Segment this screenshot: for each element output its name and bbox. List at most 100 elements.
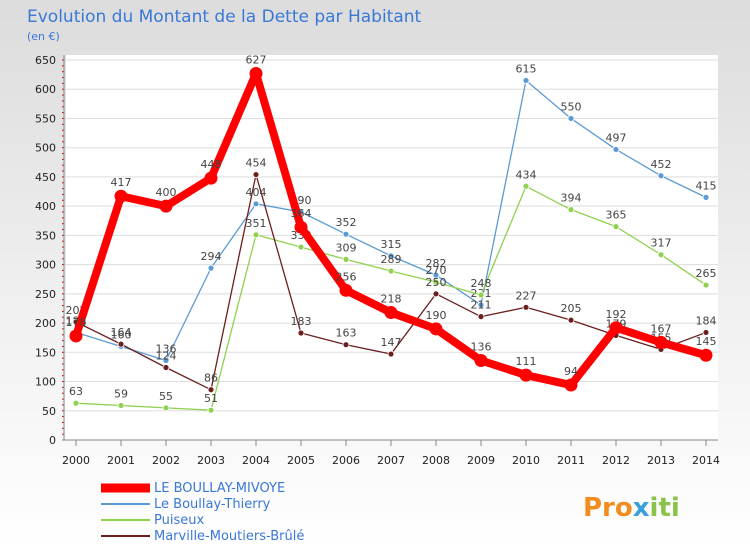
- data-label: 351: [246, 217, 267, 230]
- data-point: [297, 243, 305, 251]
- legend-item: Le Boullay-Thierry: [101, 497, 271, 512]
- data-label: 164: [111, 326, 132, 339]
- svg-text:Proxiti: Proxiti: [583, 493, 680, 523]
- data-label: 627: [246, 53, 267, 66]
- data-point: [567, 316, 575, 324]
- data-label: 270: [426, 264, 447, 277]
- legend-item: Marville-Moutiers-Brûlé: [101, 529, 304, 544]
- x-tick-label: 2002: [152, 454, 180, 467]
- legend-item: LE BOULLAY-MIVOYE: [101, 481, 285, 496]
- x-tick-label: 2007: [377, 454, 405, 467]
- data-label: 364: [291, 207, 312, 220]
- y-tick-label: 50: [42, 405, 56, 418]
- data-point: [339, 283, 353, 297]
- data-point: [252, 231, 260, 239]
- data-point: [477, 301, 485, 309]
- data-label: 124: [156, 350, 177, 363]
- y-tick-label: 100: [35, 376, 56, 389]
- data-label: 63: [69, 385, 83, 398]
- x-tick-label: 2001: [107, 454, 135, 467]
- data-point: [474, 353, 488, 367]
- x-tick-label: 2012: [602, 454, 630, 467]
- data-point: [477, 291, 485, 299]
- data-point: [117, 340, 125, 348]
- data-label: 145: [696, 335, 717, 348]
- data-label: 163: [336, 327, 357, 340]
- data-label: 205: [561, 302, 582, 315]
- legend-item: Puiseux: [101, 513, 204, 528]
- x-tick-label: 2006: [332, 454, 360, 467]
- data-point: [702, 193, 710, 201]
- data-point: [432, 271, 440, 279]
- data-label: 183: [291, 315, 312, 328]
- data-label: 178: [66, 316, 87, 329]
- series-2: 63 59 55 5135133030928927024843439436531726…: [69, 168, 717, 414]
- data-label: 250: [426, 276, 447, 289]
- y-tick-label: 300: [35, 259, 56, 272]
- x-tick-label: 2011: [557, 454, 585, 467]
- data-label: 434: [516, 168, 537, 181]
- y-tick-label: 600: [35, 83, 56, 96]
- data-label: 400: [156, 186, 177, 199]
- series-layer: 1841601362944043903523152822316155504974…: [66, 53, 717, 414]
- data-point: [429, 322, 443, 336]
- y-tick-label: 250: [35, 288, 56, 301]
- data-point: [207, 406, 215, 414]
- data-label: 160: [111, 328, 132, 341]
- data-point: [432, 290, 440, 298]
- x-tick-label: 2003: [197, 454, 225, 467]
- data-point: [297, 329, 305, 337]
- data-point: [249, 66, 263, 80]
- data-label: 550: [561, 100, 582, 113]
- data-point: [567, 206, 575, 214]
- data-point: [342, 230, 350, 238]
- data-point: [702, 281, 710, 289]
- legend-label: Marville-Moutiers-Brûlé: [154, 529, 304, 544]
- y-tick-label: 0: [49, 434, 56, 447]
- y-tick-label: 350: [35, 229, 56, 242]
- data-label: 136: [471, 340, 492, 353]
- data-point: [387, 267, 395, 275]
- y-tick-label: 150: [35, 346, 56, 359]
- data-label: 352: [336, 216, 357, 229]
- data-point: [207, 264, 215, 272]
- data-label: 136: [156, 342, 177, 355]
- data-point: [432, 278, 440, 286]
- data-label: 111: [516, 355, 537, 368]
- data-point: [72, 399, 80, 407]
- data-label: 394: [561, 192, 582, 205]
- x-tick-label: 2010: [512, 454, 540, 467]
- data-label: 294: [201, 250, 222, 263]
- data-label: 55: [159, 390, 173, 403]
- data-label: 448: [201, 158, 222, 171]
- data-point: [204, 171, 218, 185]
- series-0: 178 417 400 448 627 364 256 218 190 136 111 94 192 16…: [66, 53, 717, 392]
- legend-label: Puiseux: [154, 513, 204, 528]
- x-tick-label: 2005: [287, 454, 315, 467]
- data-point: [159, 199, 173, 213]
- plot-area: [66, 55, 718, 440]
- data-label: 167: [651, 322, 672, 335]
- data-label: 211: [471, 299, 492, 312]
- data-point: [702, 329, 710, 336]
- data-label: 497: [606, 131, 627, 144]
- data-label: 51: [204, 392, 218, 405]
- data-label: 417: [111, 176, 132, 189]
- x-tick-label: 2004: [242, 454, 270, 467]
- data-label: 454: [246, 157, 267, 170]
- data-point: [162, 404, 170, 412]
- data-point: [252, 171, 260, 178]
- data-point: [522, 77, 530, 84]
- data-label: 289: [381, 253, 402, 266]
- x-tick-label: 2013: [647, 454, 675, 467]
- y-tick-label: 550: [35, 112, 56, 125]
- chart-subtitle: (en €): [27, 30, 60, 43]
- data-point: [522, 182, 530, 190]
- data-point: [654, 335, 668, 349]
- data-label: 218: [381, 293, 402, 306]
- x-tick-label: 2009: [467, 454, 495, 467]
- y-tick-label: 650: [35, 54, 56, 67]
- data-label: 190: [426, 309, 447, 322]
